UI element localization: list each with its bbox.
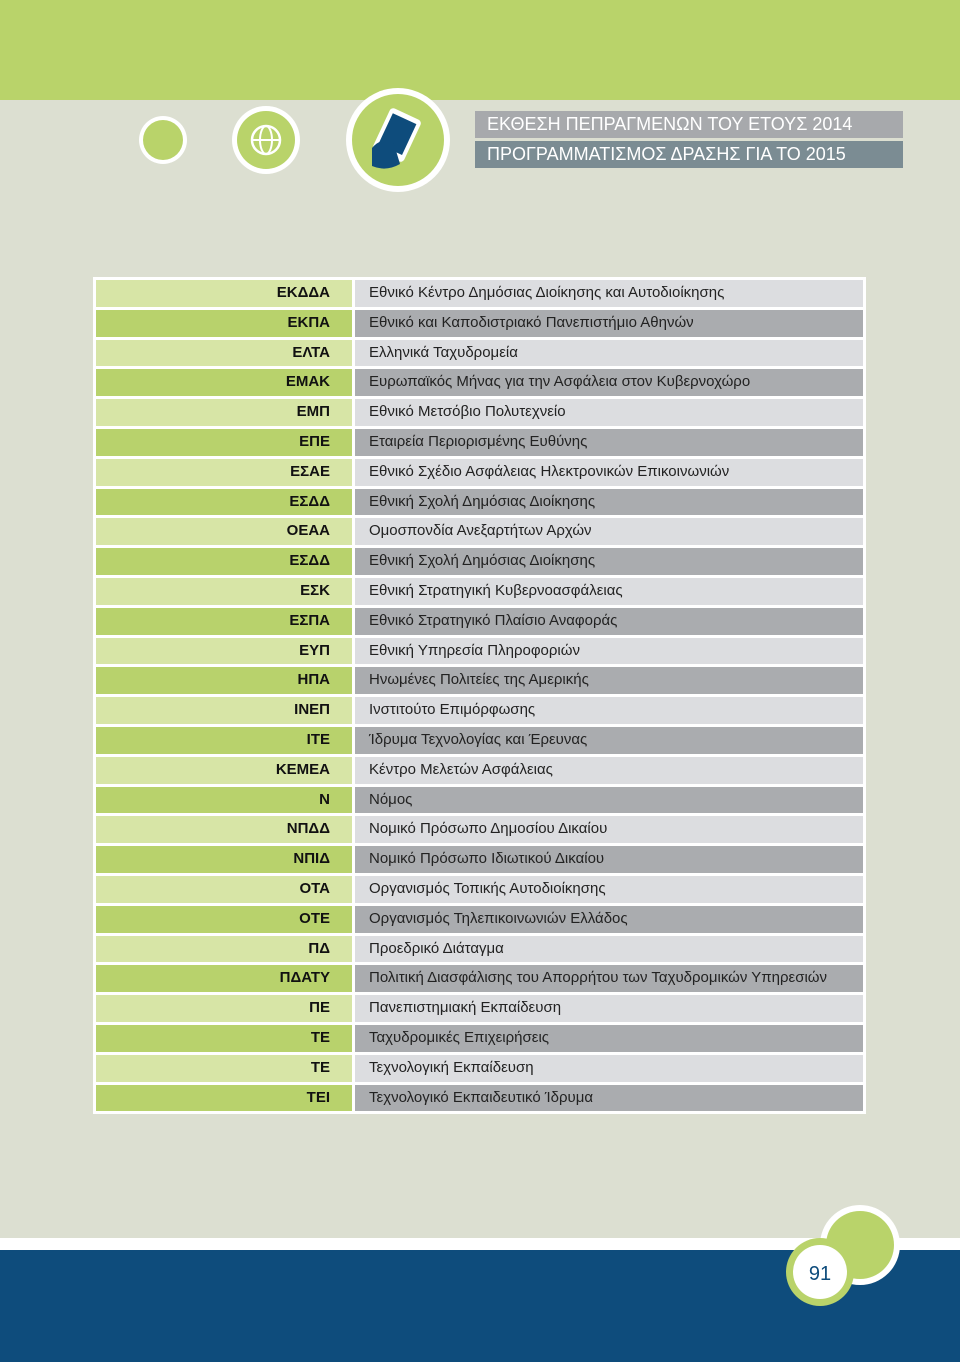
table-row: ΕΚΔΔΑ Εθνικό Κέντρο Δημόσιας Διοίκησης κα… <box>96 280 863 307</box>
abbreviation: ΤΕ <box>96 1054 352 1082</box>
abbreviation: Ν <box>96 786 352 814</box>
full-name: Προεδρικό Διάταγμα <box>355 935 863 963</box>
table-row: ΕΣΑΕ Εθνικό Σχέδιο Ασφάλειας Ηλεκτρονικών… <box>96 458 863 486</box>
abbreviation: ΝΠΙΔ <box>96 846 352 873</box>
full-name: Εθνικό και Καποδιστριακό Πανεπιστήμιο Αθ… <box>355 309 863 337</box>
abbreviation: ΕΣΠΑ <box>96 607 352 635</box>
table-row: ΕΥΠ Εθνική Υπηρεσία Πληροφοριών <box>96 637 863 665</box>
abbreviation: ΚΕΜΕΑ <box>96 756 352 784</box>
abbreviation: ΠΕ <box>96 995 352 1022</box>
table-row: ΕΣΚ Εθνική Στρατηγική Κυβερνοασφάλειας <box>96 577 863 605</box>
white-stripe <box>0 1238 960 1250</box>
table-row: ΠΔΑΤΥ Πολιτική Διασφάλισης του Απορρήτου … <box>96 965 863 993</box>
full-name: Νομικό Πρόσωπο Δημοσίου Δικαίου <box>355 816 863 844</box>
table-row: ΕΛΤΑ Ελληνικά Ταχυδρομεία <box>96 339 863 367</box>
full-name: Εθνική Σχολή Δημόσιας Διοίκησης <box>355 488 863 516</box>
full-name: Ινστιτούτο Επιμόρφωσης <box>355 697 863 724</box>
abbreviation: ΟΤΕ <box>96 905 352 933</box>
table-row: ΕΠΕ Εταιρεία Περιορισμένης Ευθύνης <box>96 428 863 456</box>
abbreviation: ΕΚΠΑ <box>96 309 352 337</box>
full-name: Πανεπιστημιακή Εκπαίδευση <box>355 995 863 1022</box>
abbreviation: ΙΝΕΠ <box>96 697 352 724</box>
table-row: ΕΜΠ Εθνικό Μετσόβιο Πολυτεχνείο <box>96 399 863 426</box>
table-row: ΙΝΕΠ Ινστιτούτο Επιμόρφωσης <box>96 697 863 724</box>
table-row: ΕΣΔΔ Εθνική Σχολή Δημόσιας Διοίκησης <box>96 548 863 575</box>
full-name: Ευρωπαϊκός Μήνας για την Ασφάλεια στον Κ… <box>355 369 863 397</box>
full-name: Ταχυδρομικές Επιχειρήσεις <box>355 1024 863 1052</box>
abbreviation: ΕΣΚ <box>96 577 352 605</box>
table-row: ΝΠΙΔ Νομικό Πρόσωπο Ιδιωτικού Δικαίου <box>96 846 863 873</box>
abbreviation: ΕΥΠ <box>96 637 352 665</box>
abbreviations-table: ΕΚΔΔΑ Εθνικό Κέντρο Δημόσιας Διοίκησης κα… <box>93 277 866 1115</box>
abbreviation: ΝΠΔΔ <box>96 816 352 844</box>
abbreviation: ΕΜΠ <box>96 399 352 426</box>
abbreviation: ΠΔΑΤΥ <box>96 965 352 993</box>
full-name: Εθνική Σχολή Δημόσιας Διοίκησης <box>355 548 863 575</box>
abbreviation: ΕΚΔΔΑ <box>96 280 352 307</box>
full-name: Εθνική Υπηρεσία Πληροφοριών <box>355 637 863 665</box>
full-name: Τεχνολογική Εκπαίδευση <box>355 1054 863 1082</box>
table-row: ΝΠΔΔ Νομικό Πρόσωπο Δημοσίου Δικαίου <box>96 816 863 844</box>
table-row: ΗΠΑ Ηνωμένες Πολιτείες της Αμερικής <box>96 667 863 695</box>
header-subtitle: ΠΡΟΓΡΑΜΜΑΤΙΣΜΟΣ ΔΡΑΣΗΣ ΓΙΑ ΤΟ 2015 <box>475 141 903 168</box>
page-number-badge: 91 <box>786 1205 900 1306</box>
table-row: ΤΕΙ Τεχνολογικό Εκπαιδευτικό Ίδρυμα <box>96 1084 863 1112</box>
table-row: ΕΣΠΑ Εθνικό Στρατηγικό Πλαίσιο Αναφοράς <box>96 607 863 635</box>
full-name: Ίδρυμα Τεχνολογίας και Έρευνας <box>355 726 863 754</box>
abbreviation: ΤΕΙ <box>96 1084 352 1112</box>
table-row: ΕΜΑΚ Ευρωπαϊκός Μήνας για την Ασφάλεια στ… <box>96 369 863 397</box>
abbreviation: ΕΛΤΑ <box>96 339 352 367</box>
abbreviation: ΗΠΑ <box>96 667 352 695</box>
table-row: ΙΤΕ Ίδρυμα Τεχνολογίας και Έρευνας <box>96 726 863 754</box>
full-name: Εθνικό Στρατηγικό Πλαίσιο Αναφοράς <box>355 607 863 635</box>
table-row: ΕΣΔΔ Εθνική Σχολή Δημόσιας Διοίκησης <box>96 488 863 516</box>
table-row: ΕΚΠΑ Εθνικό και Καποδιστριακό Πανεπιστήμι… <box>96 309 863 337</box>
full-name: Εθνικό Κέντρο Δημόσιας Διοίκησης και Αυτ… <box>355 280 863 307</box>
full-name: Νομικό Πρόσωπο Ιδιωτικού Δικαίου <box>355 846 863 873</box>
abbreviation: ΟΕΑΑ <box>96 518 352 546</box>
full-name: Τεχνολογικό Εκπαιδευτικό Ίδρυμα <box>355 1084 863 1112</box>
full-name: Κέντρο Μελετών Ασφάλειας <box>355 756 863 784</box>
table-row: ΚΕΜΕΑ Κέντρο Μελετών Ασφάλειας <box>96 756 863 784</box>
top-band <box>0 0 960 100</box>
full-name: Ομοσπονδία Ανεξαρτήτων Αρχών <box>355 518 863 546</box>
full-name: Ηνωμένες Πολιτείες της Αμερικής <box>355 667 863 695</box>
table-row: ΤΕ Ταχυδρομικές Επιχειρήσεις <box>96 1024 863 1052</box>
table-row: Ν Νόμος <box>96 786 863 814</box>
table-row: ΠΕ Πανεπιστημιακή Εκπαίδευση <box>96 995 863 1022</box>
header-icons <box>139 88 450 192</box>
table-row: ΤΕ Τεχνολογική Εκπαίδευση <box>96 1054 863 1082</box>
abbreviation: ΙΤΕ <box>96 726 352 754</box>
table-row: ΟΤΑ Οργανισμός Τοπικής Αυτοδιοίκησης <box>96 875 863 903</box>
full-name: Πολιτική Διασφάλισης του Απορρήτου των Τ… <box>355 965 863 993</box>
table-row: ΟΤΕ Οργανισμός Τηλεπικοινωνιών Ελλάδος <box>96 905 863 933</box>
full-name: Νόμος <box>355 786 863 814</box>
full-name: Οργανισμός Τηλεπικοινωνιών Ελλάδος <box>355 905 863 933</box>
table-row: ΠΔ Προεδρικό Διάταγμα <box>96 935 863 963</box>
full-name: Εταιρεία Περιορισμένης Ευθύνης <box>355 428 863 456</box>
abbreviation: ΕΣΑΕ <box>96 458 352 486</box>
abbreviation: ΕΜΑΚ <box>96 369 352 397</box>
table-row: ΟΕΑΑ Ομοσπονδία Ανεξαρτήτων Αρχών <box>96 518 863 546</box>
abbreviation: ΕΣΔΔ <box>96 548 352 575</box>
full-name: Εθνικό Σχέδιο Ασφάλειας Ηλεκτρονικών Επι… <box>355 458 863 486</box>
abbreviation: ΠΔ <box>96 935 352 963</box>
abbreviation: ΤΕ <box>96 1024 352 1052</box>
abbreviation: ΕΣΔΔ <box>96 488 352 516</box>
full-name: Εθνικό Μετσόβιο Πολυτεχνείο <box>355 399 863 426</box>
header-title: ΕΚΘΕΣΗ ΠΕΠΡΑΓΜΕΝΩΝ ΤΟΥ ΕΤΟΥΣ 2014 <box>475 111 903 138</box>
full-name: Οργανισμός Τοπικής Αυτοδιοίκησης <box>355 875 863 903</box>
full-name: Εθνική Στρατηγική Κυβερνοασφάλειας <box>355 577 863 605</box>
abbreviation: ΕΠΕ <box>96 428 352 456</box>
abbreviation: ΟΤΑ <box>96 875 352 903</box>
full-name: Ελληνικά Ταχυδρομεία <box>355 339 863 367</box>
page-number: 91 <box>809 1263 831 1285</box>
